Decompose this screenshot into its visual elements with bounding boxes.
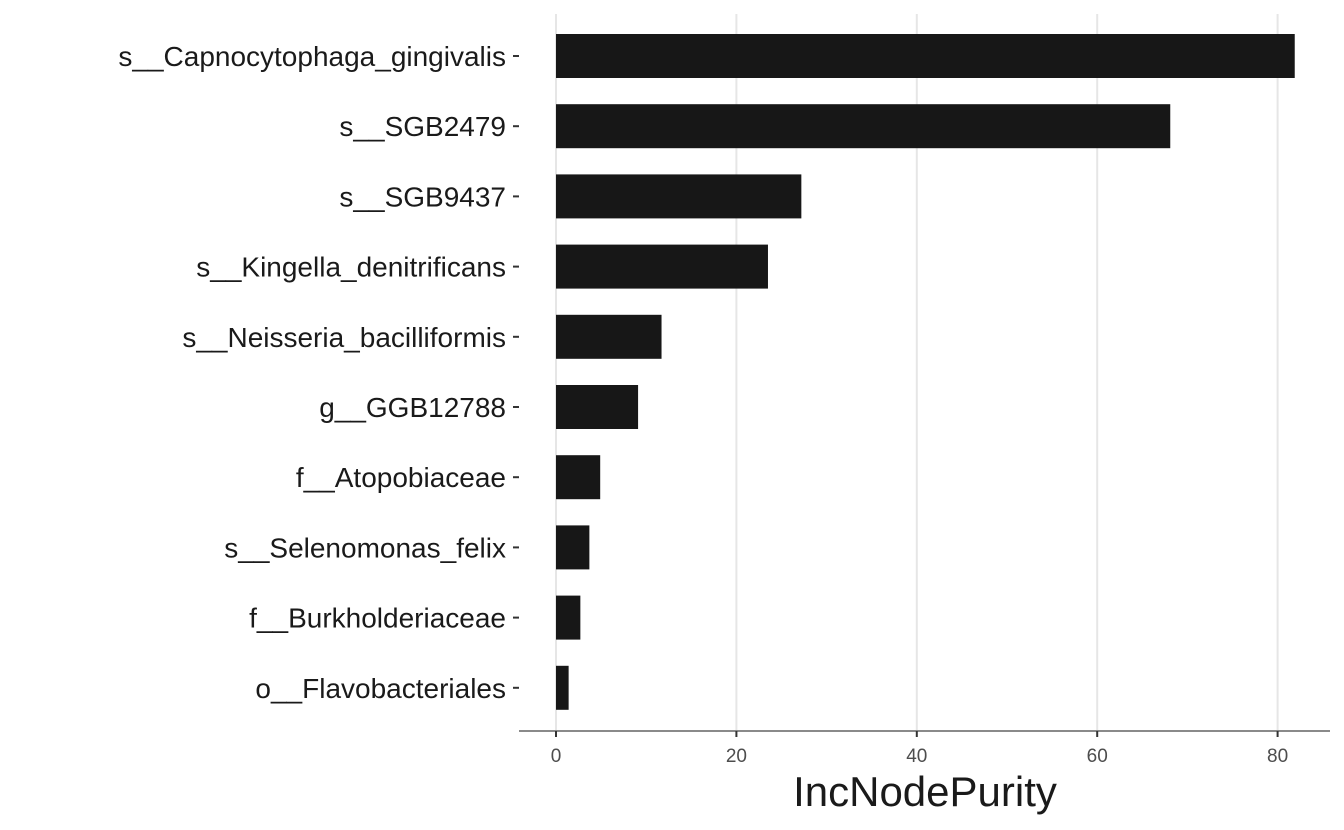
x-tick-label: 20 (726, 746, 747, 767)
x-tick-label: 40 (906, 746, 927, 767)
x-tick-label: 0 (551, 746, 562, 767)
bar (556, 34, 1295, 78)
category-label: s__SGB9437 (339, 181, 506, 212)
bar (556, 104, 1171, 149)
category-label: s__Kingella_denitrificans (196, 252, 506, 283)
category-label: f__Atopobiaceae (296, 462, 506, 493)
category-label: s__Neisseria_bacilliformis (182, 322, 506, 353)
bar (556, 455, 601, 500)
y-axis: s__Capnocytophaga_gingivalis s__SGB2479 s_… (118, 41, 519, 704)
bar (556, 244, 768, 289)
bar (556, 665, 569, 710)
category-label: s__SGB2479 (339, 111, 506, 142)
category-label: s__Capnocytophaga_gingivalis (118, 41, 506, 72)
bar (556, 314, 662, 359)
bars (556, 34, 1295, 710)
bar (556, 174, 802, 219)
x-tick-label: 80 (1267, 746, 1288, 767)
bar (556, 525, 590, 570)
bar (556, 385, 639, 429)
category-label: g__GGB12788 (319, 392, 506, 423)
category-label: o__Flavobacteriales (255, 673, 506, 704)
x-axis-title: IncNodePurity (793, 768, 1057, 815)
category-label: f__Burkholderiaceae (249, 603, 506, 634)
x-tick-label: 60 (1087, 746, 1108, 767)
x-axis: 0 20 40 60 80 (519, 730, 1330, 767)
bar (556, 595, 581, 640)
category-label: s__Selenomonas_felix (224, 532, 506, 563)
